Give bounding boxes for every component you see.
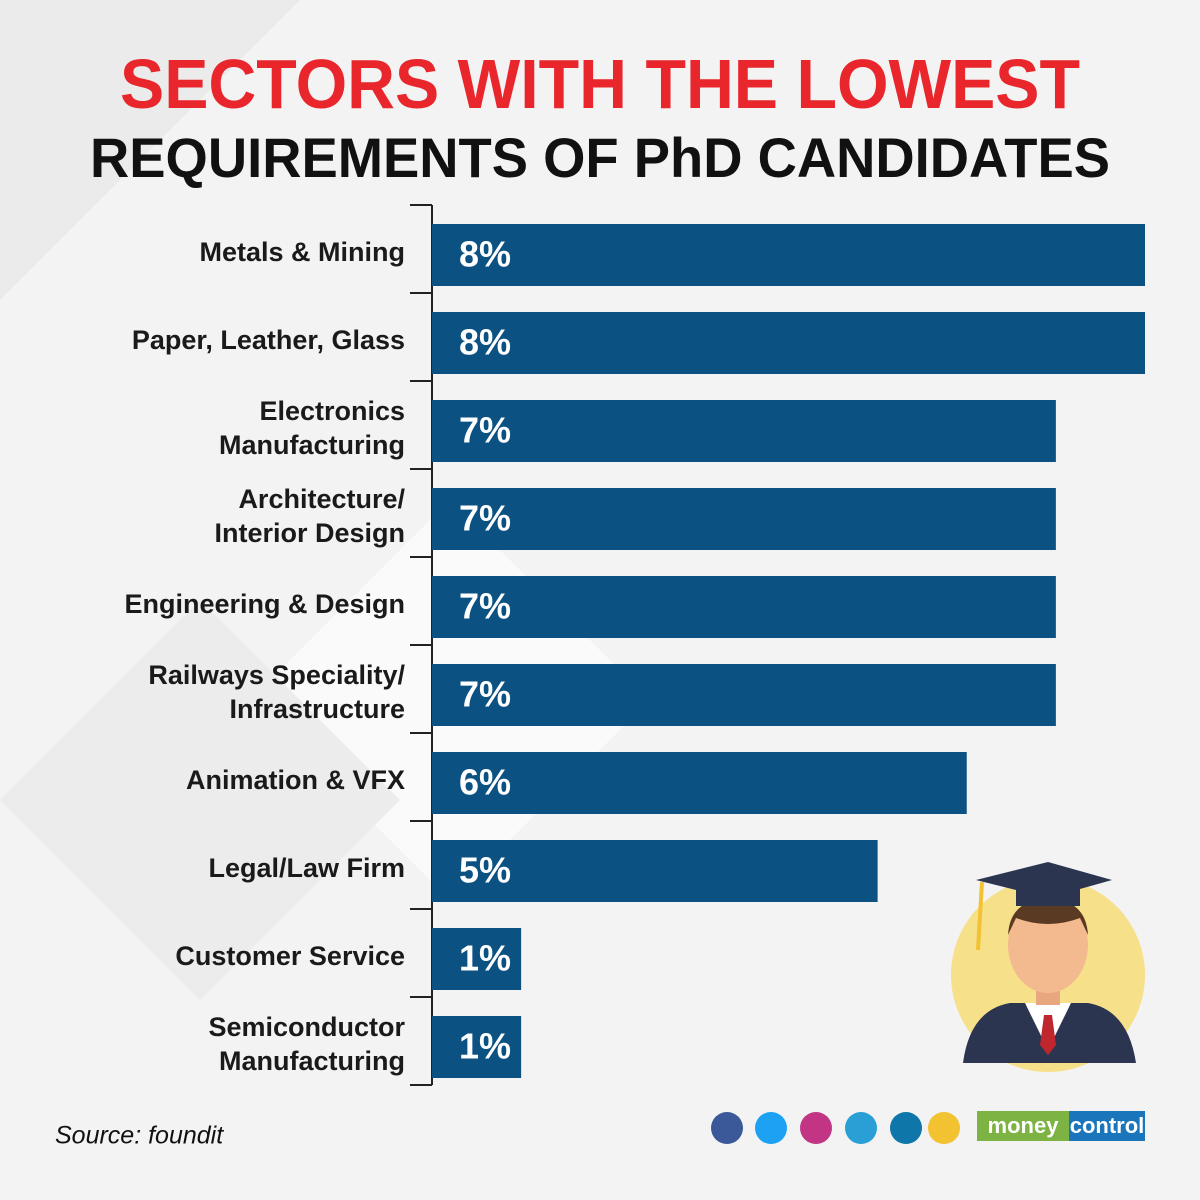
koo-icon: [928, 1112, 960, 1144]
logo-right: [1069, 1111, 1145, 1141]
chart-subtitle: REQUIREMENTS OF PhD CANDIDATES: [90, 126, 1110, 189]
graduate-illustration: [951, 862, 1145, 1072]
bar: [432, 576, 1056, 638]
tie: [1040, 1015, 1056, 1055]
instagram-icon: [800, 1112, 832, 1144]
category-label: Electronics Manufacturing: [219, 396, 405, 460]
value-label: 7%: [459, 498, 511, 539]
value-label: 7%: [459, 410, 511, 451]
background-shape: [0, 600, 400, 1000]
bar: [432, 488, 1056, 550]
value-label: 8%: [459, 234, 511, 275]
category-label: Customer Service: [175, 941, 405, 971]
value-label: 7%: [459, 674, 511, 715]
category-label: Architecture/ Interior Design: [214, 484, 405, 548]
category-label: Legal/Law Firm: [208, 853, 405, 883]
category-label: Engineering & Design: [124, 589, 405, 619]
logo-text: money: [988, 1113, 1060, 1138]
category-label: Semiconductor Manufacturing: [208, 1012, 405, 1076]
bar: [432, 1016, 522, 1078]
background-shape: [0, 0, 300, 300]
bar: [432, 840, 878, 902]
telegram-icon: [845, 1112, 877, 1144]
bar: [432, 664, 1056, 726]
bar: [432, 752, 967, 814]
value-label: 7%: [459, 586, 511, 627]
twitter-icon: [755, 1112, 787, 1144]
source: Source: foundit: [55, 1122, 224, 1150]
category-label: Railways Speciality/ Infrastructure: [148, 660, 405, 724]
chart-title: SECTORS WITH THE LOWEST: [120, 45, 1080, 123]
facebook-icon: [711, 1112, 743, 1144]
category-label: Metals & Mining: [199, 237, 405, 267]
value-label: 8%: [459, 322, 511, 363]
tassel: [976, 881, 984, 951]
category-label: Animation & VFX: [185, 765, 405, 795]
value-label: 1%: [459, 1026, 511, 1067]
linkedin-icon: [890, 1112, 922, 1144]
bar: [432, 400, 1056, 462]
hair: [1008, 898, 1088, 935]
bar: [432, 928, 522, 990]
cap-base: [1016, 878, 1080, 906]
value-label: 1%: [459, 938, 511, 979]
category-label: Paper, Leather, Glass: [131, 325, 405, 355]
value-label: 5%: [459, 850, 511, 891]
value-label: 6%: [459, 762, 511, 803]
bar: [432, 224, 1145, 286]
logo-left: [977, 1111, 1069, 1141]
logo-text: control: [1070, 1113, 1145, 1138]
bar: [432, 312, 1145, 374]
social-icons: [711, 1112, 960, 1144]
